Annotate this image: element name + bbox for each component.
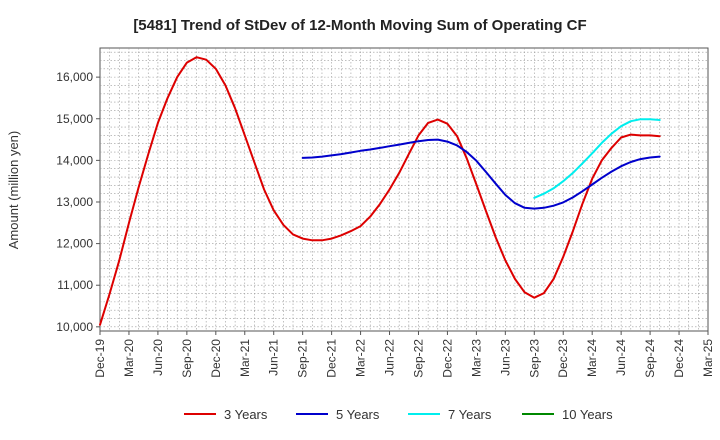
series-line-5-years [301, 138, 661, 210]
x-tick-label: Dec-22 [440, 339, 454, 378]
x-tick-label: Jun-22 [383, 339, 397, 376]
legend-item: 7 Years [408, 407, 492, 422]
y-tick-label: 11,000 [57, 278, 93, 292]
grid [100, 48, 708, 331]
y-tick-label: 12,000 [56, 237, 93, 251]
y-tick-label: 14,000 [56, 153, 93, 167]
legend-label: 3 Years [224, 407, 268, 422]
x-axis: Dec-19 Mar-20 Jun-20 Sep-20 Dec-20 Mar-21 Jun-… [93, 331, 715, 378]
legend-label: 7 Years [448, 407, 492, 422]
x-tick-label: Jun-21 [267, 339, 281, 376]
legend-item: 3 Years [184, 407, 268, 422]
y-axis-label: Amount (million yen) [6, 131, 21, 250]
chart-title: [5481] Trend of StDev of 12-Month Moving… [133, 17, 586, 34]
x-tick-label: Jun-20 [151, 339, 165, 376]
series-line-7-years [533, 118, 661, 199]
y-tick-label: 10,000 [56, 320, 93, 334]
x-tick-label: Mar-25 [701, 339, 715, 377]
x-tick-label: Dec-24 [672, 339, 686, 378]
y-tick-label: 15,000 [56, 112, 93, 126]
series-line-3-years [99, 56, 661, 326]
x-tick-label: Mar-20 [122, 339, 136, 377]
x-tick-label: Mar-23 [469, 339, 483, 377]
y-tick-label: 16,000 [56, 70, 93, 84]
series-layer [99, 56, 661, 326]
legend-label: 10 Years [562, 407, 613, 422]
legend-item: 10 Years [522, 407, 613, 422]
x-tick-label: Sep-22 [411, 339, 425, 378]
y-axis: 10,000 11,000 12,000 13,000 14,000 15,000 16,0… [56, 70, 100, 334]
x-tick-label: Dec-20 [209, 339, 223, 378]
y-tick-label: 13,000 [56, 195, 93, 209]
x-tick-label: Dec-21 [325, 339, 339, 378]
x-tick-label: Jun-23 [498, 339, 512, 376]
x-tick-label: Sep-24 [643, 339, 657, 378]
legend-label: 5 Years [336, 407, 380, 422]
legend-item: 5 Years [296, 407, 380, 422]
legend: 3 Years 5 Years 7 Years 10 Years [184, 407, 613, 422]
x-tick-label: Dec-19 [93, 339, 107, 378]
x-tick-label: Jun-24 [614, 339, 628, 376]
x-tick-label: Mar-21 [238, 339, 252, 377]
x-tick-label: Dec-23 [556, 339, 570, 378]
x-tick-label: Sep-20 [180, 339, 194, 378]
x-tick-label: Mar-22 [354, 339, 368, 377]
x-tick-label: Sep-23 [527, 339, 541, 378]
plot-area [99, 47, 709, 332]
x-tick-label: Sep-21 [296, 339, 310, 378]
x-tick-label: Mar-24 [585, 339, 599, 377]
